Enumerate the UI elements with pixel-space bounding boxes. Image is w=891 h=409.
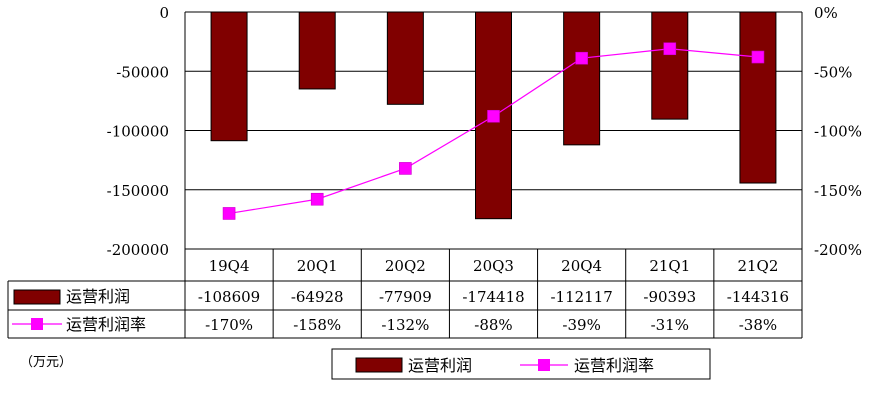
right-tick-label: 0% [814,4,838,22]
legend: 运营利润 运营利润率 [331,348,711,380]
legend-label: 运营利润 [408,356,472,375]
right-tick-label: -50% [814,63,852,81]
bar-value-label: -112117 [550,288,612,306]
legend-marker-swatch [538,359,550,371]
left-axis-ticks: 0 -50000 -100000 -150000 -200000 [107,4,169,259]
table-key-marker [31,318,43,330]
category-label: 20Q4 [561,257,602,275]
line-value-label: -170% [205,316,253,334]
line-point [222,207,236,220]
category-label: 21Q1 [649,257,690,275]
right-tick-label: -150% [814,182,862,200]
line-point [751,50,765,64]
bar-value-label: -64928 [291,288,344,306]
line-value-label: -38% [739,316,777,334]
left-tick-label: -50000 [116,63,169,81]
bar [563,11,601,146]
bar-value-label: -174418 [462,288,524,306]
bar-value-label: -77909 [379,288,432,306]
line-value-label: -88% [474,316,512,334]
bar-series [210,11,777,220]
left-tick-label: 0 [159,4,169,22]
line-point [310,192,324,206]
table-series-name: 运营利润 [66,287,130,306]
data-table: 19Q4 20Q1 20Q2 20Q3 20Q4 21Q1 21Q2 -108609 -6492… [7,249,802,339]
line-point [399,162,412,175]
line-value-label: -31% [651,316,689,334]
bar-value-label: -108609 [198,288,260,306]
line-value-label: -39% [562,316,600,334]
unit-note: （万元） [20,355,72,370]
left-tick-label: -100000 [107,123,169,141]
line-value-label: -158% [293,316,341,334]
bar [386,11,424,105]
category-label: 20Q1 [297,257,338,275]
line-value-label: -132% [381,316,429,334]
bar [739,11,777,184]
line-point [663,42,677,56]
left-tick-label: -150000 [107,182,169,200]
category-label: 21Q2 [737,257,778,275]
bar [298,11,336,90]
line-series [222,42,765,220]
left-tick-label: -200000 [107,241,169,259]
legend-label: 运营利润率 [574,356,654,375]
table-key-bar [13,289,61,305]
legend-bar-swatch [355,357,403,373]
line-point [487,109,500,123]
right-axis-ticks: 0% -50% -100% -150% -200% [814,4,862,259]
bar [210,11,248,142]
bar-value-label: -90393 [643,288,696,306]
line-point [575,51,588,65]
bar [651,11,689,120]
category-label: 20Q3 [473,257,514,275]
table-series-name: 运营利润率 [66,315,146,334]
right-tick-label: -100% [814,123,862,141]
category-label: 20Q2 [385,257,426,275]
right-tick-label: -200% [814,241,862,259]
bar-value-label: -144316 [727,288,789,306]
category-label: 19Q4 [209,257,250,275]
